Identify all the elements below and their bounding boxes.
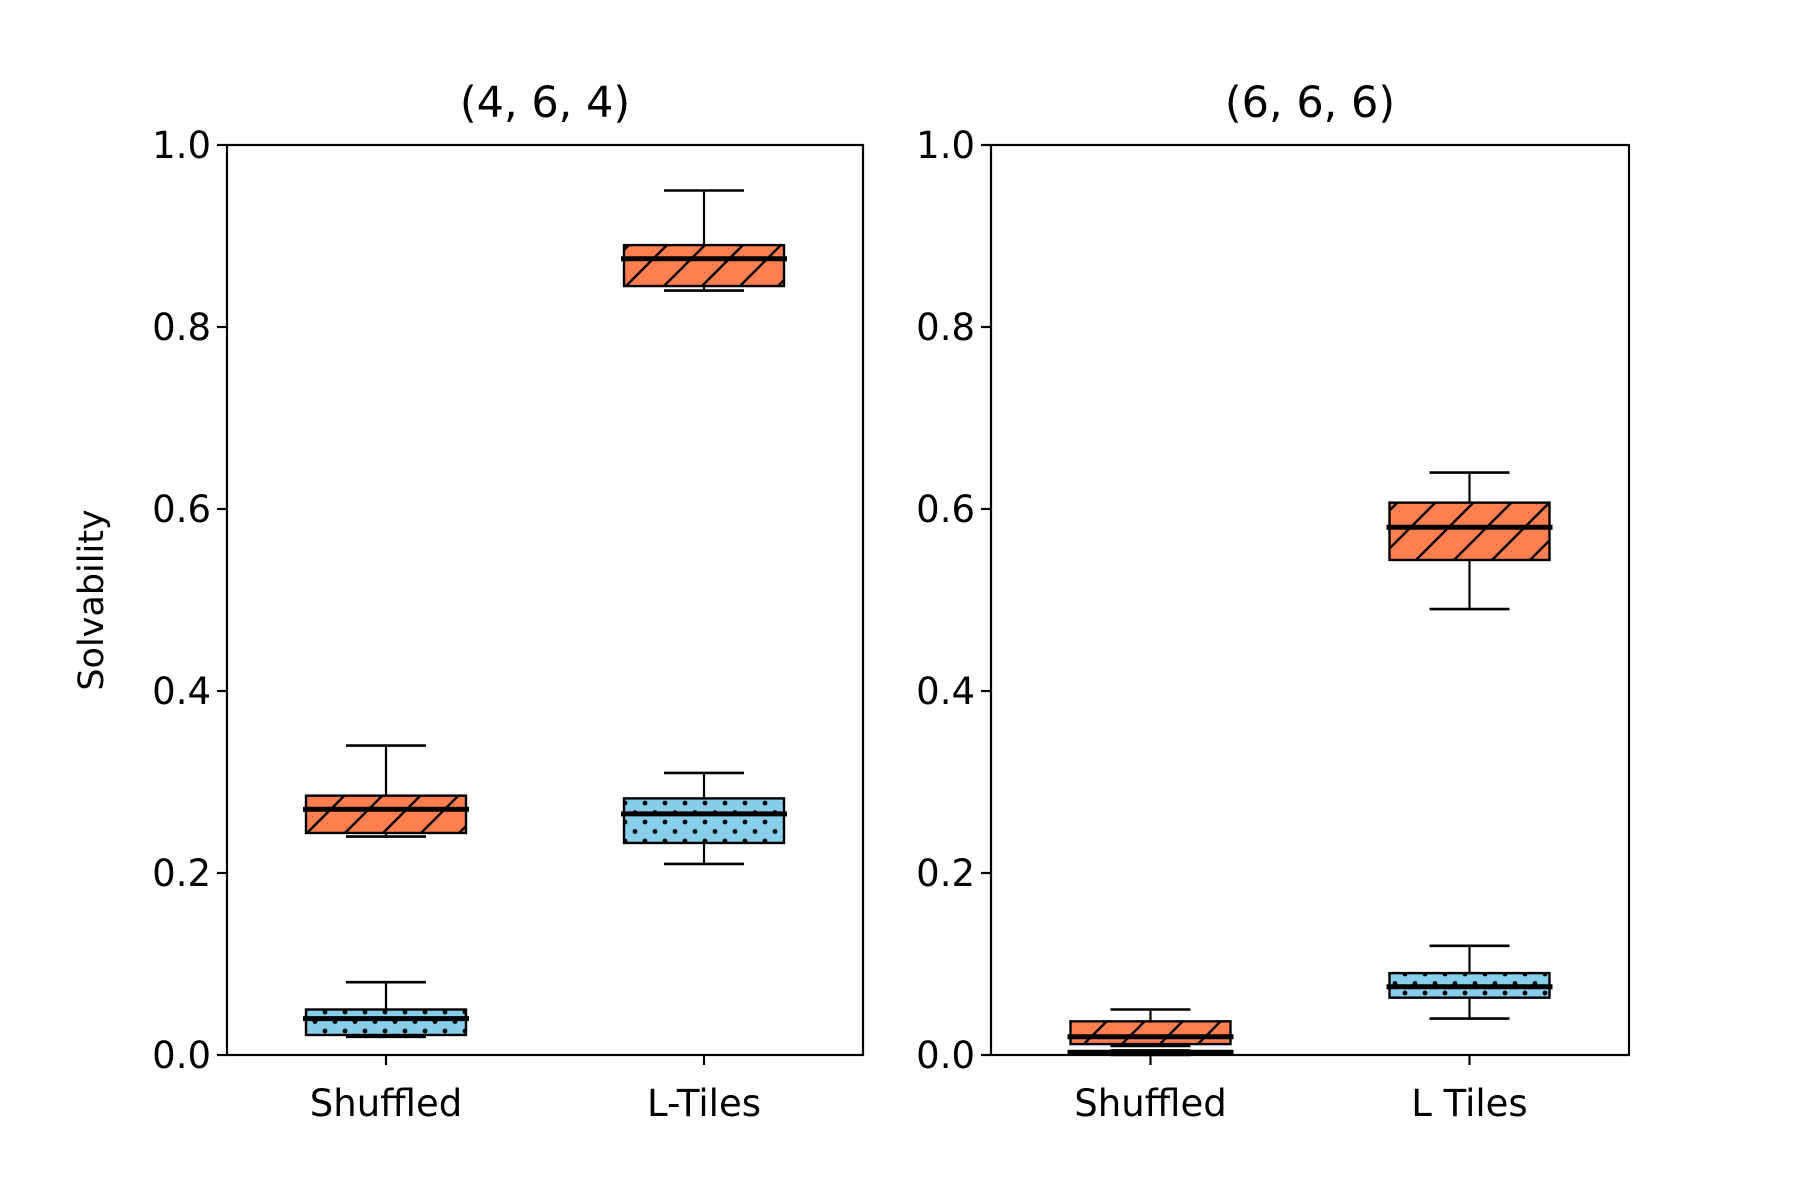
y-tick-label: 0.2 [152, 852, 211, 895]
panel-right: 0.0 0.2 0.4 0.6 0.8 1.0 Shuffled L Tiles (6, 6… [916, 78, 1631, 1125]
y-tick-label: 0.6 [916, 488, 975, 531]
y-axis-label-left: Solvability [72, 509, 112, 690]
y-tick-label: 0.8 [916, 306, 975, 349]
box-outline [622, 243, 786, 288]
box-orange-1 [621, 189, 787, 292]
x-tick-label: L Tiles [1411, 1082, 1527, 1125]
box-hatch [624, 798, 784, 843]
y-tick-label: 1.0 [152, 124, 211, 167]
panel-left: 0.0 0.2 0.4 0.6 0.8 1.0 Shuffled L-Tiles (4, 6… [72, 78, 865, 1125]
boxes-left [303, 189, 787, 1039]
box-hatch [624, 245, 784, 287]
chart-title-right: (6, 6, 6) [1225, 78, 1395, 128]
box-orange-1 [1386, 471, 1553, 611]
axes-frame-left [225, 143, 865, 1057]
axes-frame-right [989, 143, 1631, 1057]
y-tick-label: 0.0 [152, 1034, 211, 1077]
box-outline [1388, 501, 1551, 562]
plot-area-left [227, 145, 863, 1055]
chart-title-left: (4, 6, 4) [460, 78, 630, 128]
box-outline [304, 1008, 468, 1037]
boxes-right [1067, 471, 1553, 1057]
y-tick-label: 0.4 [152, 670, 211, 713]
box-orange-0 [303, 744, 469, 838]
box-outline [1069, 1020, 1232, 1046]
y-axis-right: 0.0 0.2 0.4 0.6 0.8 1.0 [916, 124, 991, 1077]
y-tick-label: 0.6 [152, 488, 211, 531]
box-hatch [306, 1009, 466, 1035]
y-tick-label: 1.0 [916, 124, 975, 167]
box-hatch [1070, 1021, 1231, 1045]
x-tick-label: L-Tiles [647, 1082, 761, 1125]
y-tick-label: 0.4 [916, 670, 975, 713]
y-tick-label: 0.0 [916, 1034, 975, 1077]
x-tick-label: Shuffled [310, 1082, 462, 1125]
y-tick-label: 0.8 [152, 306, 211, 349]
x-axis-right: Shuffled L Tiles [1074, 1055, 1528, 1125]
x-tick-label: Shuffled [1074, 1082, 1226, 1125]
box-blue-1 [1386, 944, 1553, 1020]
x-axis-left: Shuffled L-Tiles [310, 1055, 761, 1125]
box-orange-0 [1067, 1008, 1234, 1048]
box-hatch [306, 795, 466, 833]
plot-area-right [991, 145, 1629, 1055]
box-blue-1 [621, 771, 787, 866]
box-blue-0 [303, 980, 469, 1039]
box-outline [304, 794, 468, 835]
box-hatch [1389, 502, 1550, 560]
box-outline [622, 797, 786, 845]
y-tick-label: 0.2 [916, 852, 975, 895]
y-axis-left: 0.0 0.2 0.4 0.6 0.8 1.0 [152, 124, 227, 1077]
